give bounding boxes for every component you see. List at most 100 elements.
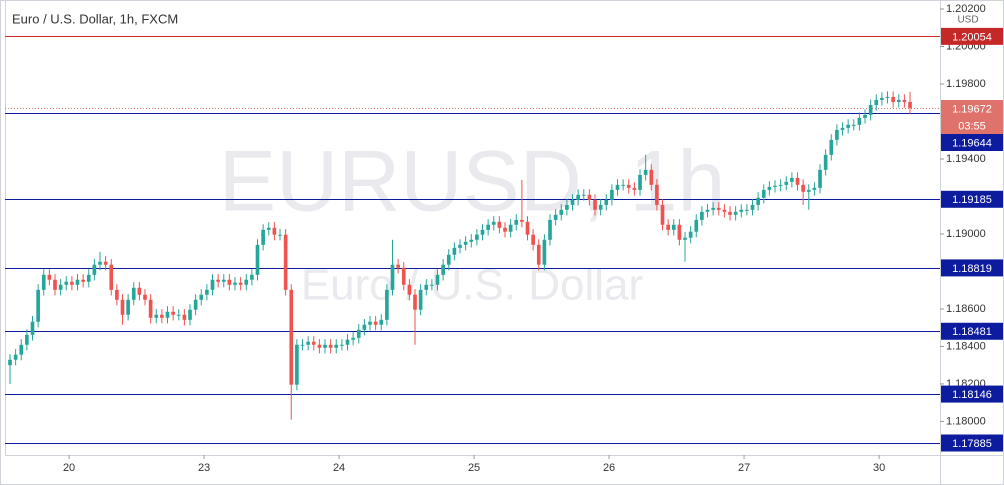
countdown-label: 03:55 <box>958 120 986 132</box>
candle-body <box>491 221 496 225</box>
candle-body <box>694 219 699 232</box>
level-label: 1.17885 <box>952 438 992 450</box>
candle-body <box>908 101 912 108</box>
candle-body <box>131 287 136 300</box>
watermark: EURUSD, 1h <box>219 134 726 230</box>
candle-body <box>36 289 40 322</box>
candle-body <box>25 334 29 345</box>
candle-body <box>143 294 147 300</box>
y-tick-label: 1.18400 <box>946 340 986 352</box>
candle-body <box>227 279 232 285</box>
candle-body <box>356 329 361 338</box>
candle-body <box>880 97 884 100</box>
candle-body <box>683 237 687 240</box>
candle-body <box>109 264 114 290</box>
candle-body <box>835 129 839 140</box>
candle-body <box>340 344 344 346</box>
candle-body <box>570 199 575 205</box>
level-label: 1.19644 <box>952 137 992 149</box>
candle-body <box>362 324 367 330</box>
x-tick-label: 24 <box>333 462 345 474</box>
candle-body <box>705 209 710 212</box>
candle-body <box>655 184 659 205</box>
currency-label: USD <box>957 15 978 26</box>
candle-body <box>351 337 355 340</box>
candle-body <box>902 99 907 102</box>
candle-body <box>885 96 890 98</box>
candle-body <box>700 211 704 220</box>
candle-body <box>86 274 91 282</box>
candle-body <box>761 189 766 198</box>
candle-body <box>778 184 783 186</box>
candle-body <box>784 181 789 185</box>
candle-body <box>165 311 170 318</box>
x-tick-label: 25 <box>468 462 480 474</box>
candle-body <box>520 219 524 222</box>
candle-body <box>452 247 457 255</box>
candle-body <box>126 299 130 315</box>
candle-body <box>176 314 181 316</box>
current-price-label: 1.19672 <box>952 103 992 115</box>
candle-body <box>857 117 862 125</box>
candle-body <box>92 264 97 275</box>
candle-body <box>480 229 485 235</box>
candle-body <box>120 299 125 315</box>
candle-body <box>182 314 187 320</box>
candle-body <box>581 194 586 196</box>
candle-body <box>773 185 777 187</box>
candle-body <box>508 224 513 232</box>
candle-body <box>660 204 665 225</box>
y-tick-label: 1.20200 <box>946 3 986 15</box>
candle-body <box>497 221 502 228</box>
candle-body <box>525 221 530 235</box>
level-label-box <box>941 134 1003 151</box>
candle-body <box>8 359 12 366</box>
level-label-box <box>941 434 1003 452</box>
candle-body <box>475 234 479 240</box>
candle-body <box>306 341 310 345</box>
candle-body <box>806 189 811 192</box>
candle-body <box>728 211 732 215</box>
candle-body <box>851 124 856 126</box>
candle-body <box>739 209 744 212</box>
y-tick-label: 1.18600 <box>946 303 986 315</box>
candle-body <box>233 282 237 285</box>
candle-body <box>300 344 305 346</box>
candle-body <box>58 284 63 290</box>
y-tick-label: 1.19000 <box>946 228 986 240</box>
level-label: 1.18146 <box>952 389 992 401</box>
candle-body <box>373 321 378 325</box>
candle-body <box>621 184 625 186</box>
candle-body <box>148 299 153 318</box>
candle-body <box>334 344 339 348</box>
candle-body <box>311 341 316 345</box>
candle-body <box>463 241 468 245</box>
candle-body <box>604 199 609 205</box>
candle-body <box>767 186 772 190</box>
candle-body <box>790 177 794 182</box>
candle-body <box>823 154 828 170</box>
candle-body <box>283 234 288 290</box>
candle-body <box>205 289 209 295</box>
candle-body <box>289 289 294 385</box>
candle-body <box>317 344 322 348</box>
level-label: 1.20054 <box>952 31 992 43</box>
candle-body <box>615 184 620 190</box>
candle-body <box>323 344 327 348</box>
candle-body <box>896 99 901 102</box>
candle-body <box>193 299 198 310</box>
current-price-box <box>941 100 1003 134</box>
candle-body <box>154 314 159 318</box>
candle-body <box>638 174 642 190</box>
candle-body <box>565 204 569 210</box>
candle-body <box>531 234 535 245</box>
candle-body <box>649 169 654 185</box>
candle-body <box>829 139 834 155</box>
candle-body <box>688 231 693 238</box>
candle-body <box>41 274 46 290</box>
candle-body <box>413 294 417 310</box>
level-label: 1.18481 <box>952 326 992 338</box>
candle-body <box>486 224 490 230</box>
